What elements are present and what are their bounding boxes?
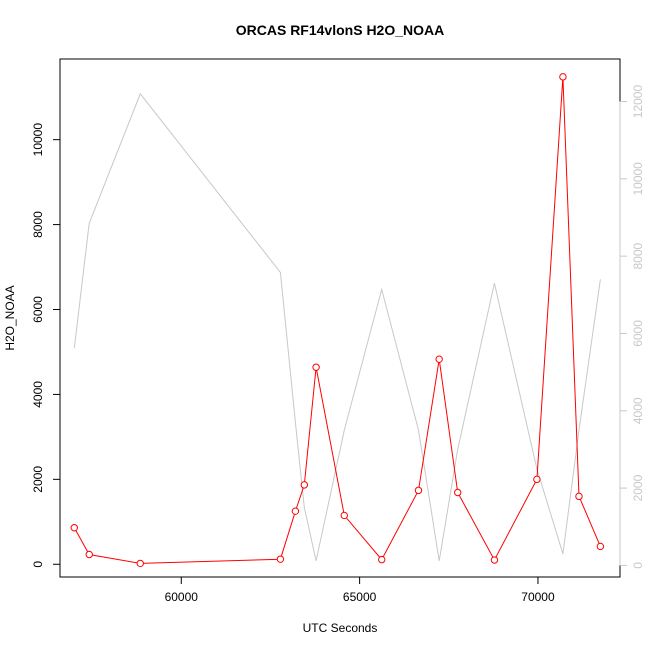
- y2-tick-label: 2000: [631, 474, 645, 501]
- data-point: [340, 511, 348, 520]
- y2-axis: 0 2000 4000 6000 8000 10000 12000: [619, 85, 645, 569]
- series-line-right-axis: [73, 92, 601, 561]
- data-point: [490, 556, 499, 564]
- data-point: [596, 542, 605, 551]
- data-point: [276, 555, 285, 563]
- data-point: [378, 555, 386, 564]
- x-axis: 60000 65000 70000: [165, 576, 555, 604]
- x-tick-label: 70000: [521, 590, 555, 604]
- y-tick-label: 2000: [31, 466, 45, 493]
- series-layer: [70, 73, 605, 568]
- data-point: [435, 355, 443, 363]
- y-axis: 0 2000 4000 6000 8000 10000: [31, 123, 61, 568]
- x-tick-label: 65000: [343, 590, 377, 604]
- data-point: [454, 488, 462, 497]
- x-axis-label: UTC Seconds: [303, 621, 378, 635]
- data-point: [575, 492, 583, 501]
- data-point: [136, 559, 144, 568]
- y-tick-label: 0: [31, 561, 45, 568]
- y2-tick-label: 6000: [631, 320, 645, 347]
- y-tick-label: 6000: [31, 296, 45, 323]
- series-line-h2o: [73, 76, 601, 564]
- data-point: [300, 481, 309, 489]
- y2-tick-label: 8000: [631, 242, 645, 269]
- y2-tick-label: 0: [631, 562, 645, 569]
- chart-title: ORCAS RF14vlonS H2O_NOAA: [236, 22, 444, 38]
- y-axis-label: H2O_NOAA: [3, 285, 17, 350]
- data-point: [70, 524, 78, 532]
- data-point: [312, 363, 320, 371]
- y-tick-label: 4000: [31, 381, 45, 408]
- y2-tick-label: 4000: [631, 397, 645, 424]
- data-point: [291, 507, 300, 515]
- data-point: [85, 550, 93, 559]
- y2-tick-label: 10000: [631, 162, 645, 196]
- y-tick-label: 10000: [31, 123, 45, 157]
- y-tick-label: 8000: [31, 211, 45, 238]
- plot-frame: [59, 58, 621, 578]
- y2-tick-label: 12000: [631, 85, 645, 119]
- data-point: [414, 486, 423, 495]
- data-point: [533, 475, 541, 484]
- x-tick-label: 60000: [165, 590, 199, 604]
- data-point: [559, 73, 567, 81]
